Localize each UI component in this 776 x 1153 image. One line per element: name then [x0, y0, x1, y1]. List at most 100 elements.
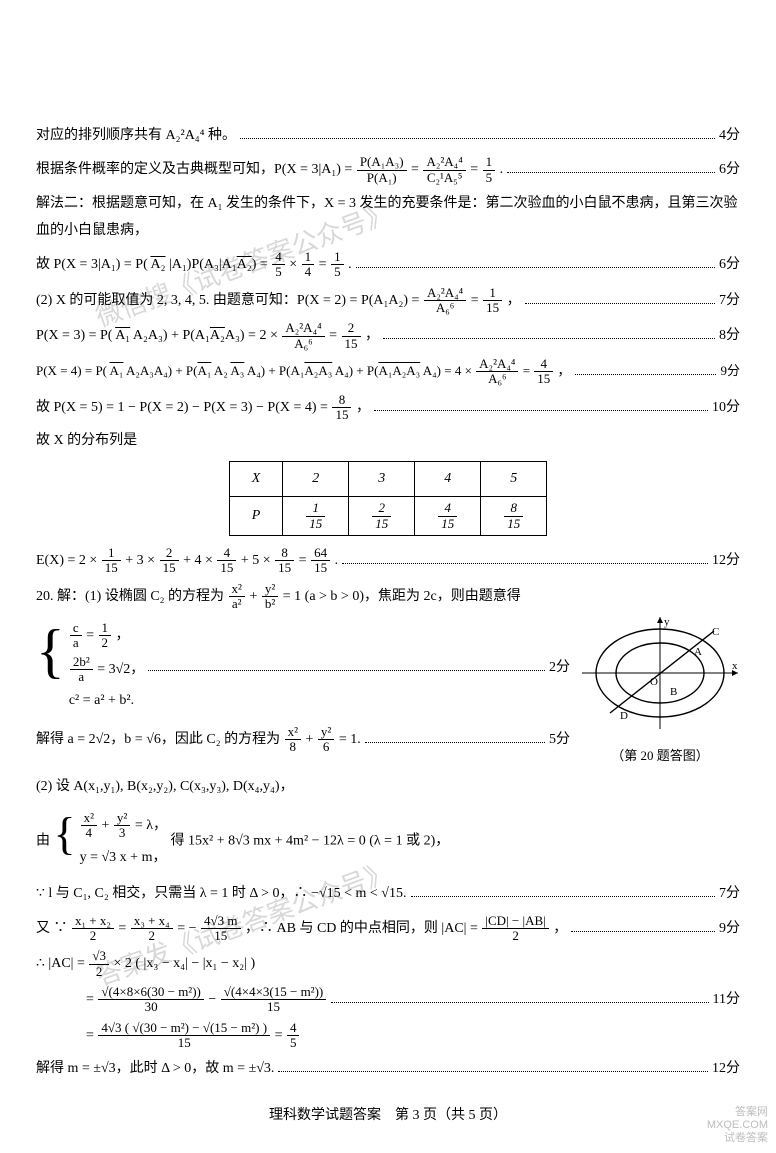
cell: X — [229, 461, 283, 497]
text: 故 P(X = 3|A₁) = P( A₂ |A₁)P(A₃|A₁A₂) = 4… — [36, 250, 352, 280]
leader-dots — [571, 918, 715, 932]
fraction: 15 — [331, 250, 344, 280]
cell: 3 — [349, 461, 415, 497]
leader-dots — [365, 729, 545, 743]
cell: 2 — [283, 461, 349, 497]
text: 故 P(X = 5) = 1 − P(X = 2) − P(X = 3) − P… — [36, 393, 370, 423]
fraction: 14 — [302, 250, 315, 280]
q20-intro: 20. 解：(1) 设椭圆 C₂ 的方程为 x²a² + y²b² = 1 (a… — [36, 582, 740, 612]
table-row: P 115 215 415 815 — [229, 497, 547, 536]
fraction: 815 — [332, 393, 351, 423]
score: 12分 — [712, 1056, 740, 1083]
fraction: A₂²A₄⁴A₆⁶ — [424, 286, 466, 316]
text: P(X = 4) = P( A₁ A₂A₃A₄) + P(A₁ A₂ A₃ A₄… — [36, 357, 571, 387]
step-line: = √(4×8×6(30 − m²))30 − √(4×4×3(15 − m²)… — [36, 985, 740, 1015]
score: 4分 — [719, 123, 740, 150]
fraction: A₂²A₄⁴A₆⁶ — [476, 357, 518, 387]
page: 微信搜《试卷答案公众号》 答案发《试卷答案公众号》 对应的排列顺序共有 A₂²A… — [0, 0, 776, 1153]
cell: 815 — [481, 497, 547, 536]
distribution-table: X 2 3 4 5 P 115 215 415 815 — [229, 461, 548, 536]
corner-watermark: 答案网 MXQE.COM 试卷答案 — [707, 1106, 768, 1146]
score: 6分 — [719, 252, 740, 279]
table-row: X 2 3 4 5 — [229, 461, 547, 497]
fraction: A₂²A₄⁴A₆⁶ — [282, 321, 324, 351]
brace-icon: { — [36, 621, 65, 715]
step-line: P(X = 4) = P( A₁ A₂A₃A₄) + P(A₁ A₂ A₃ A₄… — [36, 357, 740, 387]
text: = √(4×8×6(30 − m²))30 − √(4×4×3(15 − m²)… — [36, 985, 327, 1015]
ellipse-svg: x y O A B C D — [582, 617, 738, 735]
fraction: 45 — [272, 250, 285, 280]
pt-A: A — [694, 646, 702, 658]
leader-dots — [278, 1059, 708, 1073]
origin-label: O — [650, 676, 658, 688]
score: 5分 — [549, 727, 570, 754]
step-line: 故 P(X = 3|A₁) = P( A₂ |A₁)P(A₃|A₁A₂) = 4… — [36, 250, 740, 280]
score: 7分 — [719, 288, 740, 315]
text: (2) X 的可能取值为 2, 3, 4, 5. 由题意可知：P(X = 2) … — [36, 286, 521, 316]
pt-C: C — [712, 626, 719, 638]
fraction: 215 — [342, 321, 361, 351]
text: 根据条件概率的定义及古典概型可知，P(X = 3|A₁) = P(A₁A₃)P(… — [36, 155, 503, 185]
fraction: 15 — [483, 155, 496, 185]
axis-x-label: x — [732, 660, 738, 672]
fraction: A₂²A₄⁴C₂¹A₅⁵ — [423, 155, 465, 185]
leader-dots — [356, 255, 715, 269]
step-line: 根据条件概率的定义及古典概型可知，P(X = 3|A₁) = P(A₁A₃)P(… — [36, 155, 740, 185]
step-line: (2) X 的可能取值为 2, 3, 4, 5. 由题意可知：P(X = 2) … — [36, 286, 740, 316]
figure-caption: （第 20 题答图） — [580, 744, 740, 769]
cell: P — [229, 497, 283, 536]
prefix: 根据条件概率的定义及古典概型可知，P(X = 3|A₁) = — [36, 162, 356, 177]
fraction: 415 — [534, 357, 553, 387]
equation-system: { ca = 12 ， 2b²a = 3√2， c² = a² + b². — [36, 617, 570, 719]
equation-system: 由 { x²4 + y²3 = λ， y = √3 x + m， 得 15x² … — [36, 807, 740, 875]
leader-dots — [383, 326, 715, 340]
score: 2分 — [549, 655, 570, 682]
score: 9分 — [719, 916, 740, 943]
leader-dots — [148, 658, 545, 672]
score: 8分 — [719, 323, 740, 350]
score: 10分 — [712, 395, 740, 422]
paragraph: ∴ |AC| = √32 × 2 ( |x₃ − x₄| − |x₁ − x₂|… — [36, 949, 740, 979]
fraction: P(A₁A₃)P(A₁) — [357, 155, 407, 185]
step-line: ∵ l 与 C₁, C₂ 相交，只需当 λ = 1 时 Δ > 0，∴ −√15… — [36, 881, 740, 908]
pt-B: B — [670, 686, 677, 698]
ellipse-figure: x y O A B C D （第 20 题答图） — [580, 617, 740, 768]
step-line: 解得 m = ±√3，此时 Δ > 0，故 m = ±√3. 12分 — [36, 1056, 740, 1083]
leader-dots — [342, 550, 708, 564]
step-line: 解得 a = 2√2，b = √6，因此 C₂ 的方程为 x²8 + y²6 =… — [36, 725, 570, 755]
cell: 215 — [349, 497, 415, 536]
text: 对应的排列顺序共有 A₂²A₄⁴ 种。 — [36, 123, 236, 150]
text: E(X) = 2 × 115 + 3 × 215 + 4 × 415 + 5 ×… — [36, 546, 338, 576]
score: 6分 — [719, 157, 740, 184]
fraction: 115 — [483, 286, 502, 316]
step-line: 故 P(X = 5) = 1 − P(X = 2) − P(X = 3) − P… — [36, 393, 740, 423]
leader-dots — [411, 884, 716, 898]
score: 7分 — [719, 881, 740, 908]
step-line: P(X = 3) = P( A₁ A₂A₃) + P(A₁A₂A₃) = 2 ×… — [36, 321, 740, 351]
score: 9分 — [720, 359, 740, 384]
pt-D: D — [620, 710, 628, 722]
axis-y-label: y — [664, 617, 670, 628]
cell: 115 — [283, 497, 349, 536]
score: 11分 — [713, 987, 740, 1014]
paragraph: (2) 设 A(x₁,y₁), B(x₂,y₂), C(x₃,y₃), D(x₄… — [36, 774, 740, 801]
paragraph: = 4√3 ( √(30 − m²) − √(15 − m²) )15 = 45 — [36, 1021, 740, 1051]
cell: 4 — [415, 461, 481, 497]
leader-dots — [331, 989, 708, 1003]
cell: 5 — [481, 461, 547, 497]
page-footer: 理科数学试题答案 第 3 页（共 5 页） — [36, 1103, 740, 1130]
text: ∵ l 与 C₁, C₂ 相交，只需当 λ = 1 时 Δ > 0，∴ −√15… — [36, 881, 407, 908]
text: P(X = 3) = P( A₁ A₂A₃) + P(A₁A₂A₃) = 2 ×… — [36, 321, 379, 351]
text: 又 ∵ x₁ + x₂2 = x₃ + x₄2 = − 4√3 m15 ，∴ A… — [36, 914, 567, 944]
leader-dots — [525, 290, 715, 304]
text: 解得 m = ±√3，此时 Δ > 0，故 m = ±√3. — [36, 1056, 274, 1083]
cell: 415 — [415, 497, 481, 536]
leader-dots — [575, 362, 717, 375]
brace-icon: { — [54, 811, 76, 871]
step-line: 又 ∵ x₁ + x₂2 = x₃ + x₄2 = − 4√3 m15 ，∴ A… — [36, 914, 740, 944]
paragraph: 解法二：根据题意可知，在 A₁ 发生的条件下，X = 3 发生的充要条件是：第二… — [36, 191, 740, 244]
paragraph: 故 X 的分布列是 — [36, 428, 740, 455]
score: 12分 — [712, 548, 740, 575]
leader-dots — [374, 397, 708, 411]
leader-dots — [507, 160, 715, 174]
